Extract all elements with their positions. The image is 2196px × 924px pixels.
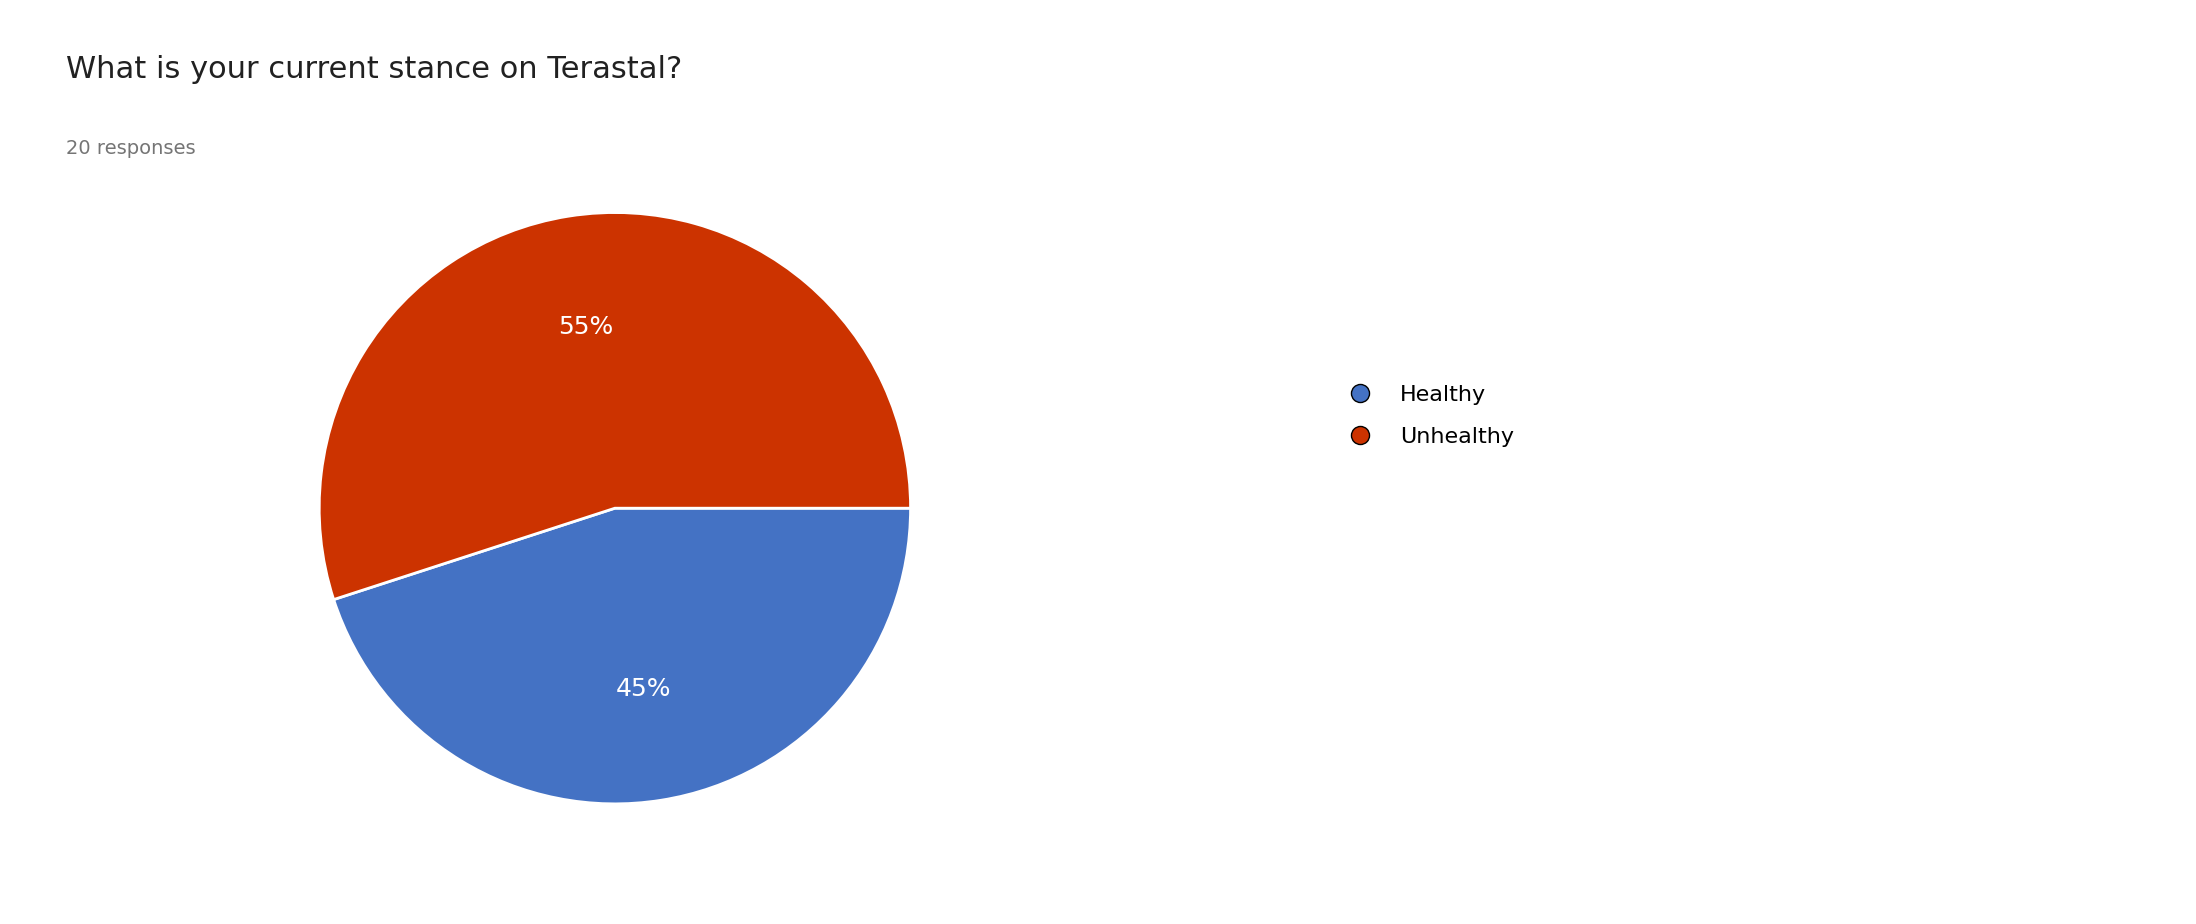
Text: 45%: 45% (615, 677, 672, 701)
Legend: Healthy, Unhealthy: Healthy, Unhealthy (1329, 376, 1522, 456)
Wedge shape (318, 213, 911, 600)
Wedge shape (334, 508, 911, 804)
Text: 20 responses: 20 responses (66, 139, 195, 158)
Text: What is your current stance on Terastal?: What is your current stance on Terastal? (66, 55, 683, 84)
Text: 55%: 55% (558, 315, 615, 339)
